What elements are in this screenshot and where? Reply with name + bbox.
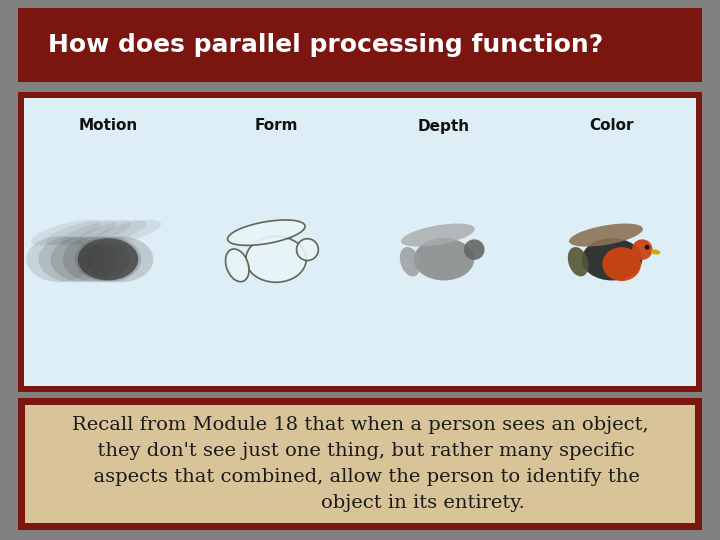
FancyBboxPatch shape bbox=[18, 8, 702, 82]
Ellipse shape bbox=[63, 237, 129, 282]
FancyBboxPatch shape bbox=[25, 405, 695, 523]
Ellipse shape bbox=[603, 247, 641, 281]
Ellipse shape bbox=[401, 224, 475, 247]
Ellipse shape bbox=[569, 224, 643, 247]
Ellipse shape bbox=[464, 239, 485, 260]
Text: Recall from Module 18 that when a person sees an object,
  they don't see just o: Recall from Module 18 that when a person… bbox=[72, 416, 648, 511]
Ellipse shape bbox=[38, 237, 105, 282]
Ellipse shape bbox=[50, 237, 117, 282]
Text: How does parallel processing function?: How does parallel processing function? bbox=[48, 33, 603, 57]
Ellipse shape bbox=[582, 238, 642, 280]
Ellipse shape bbox=[91, 220, 161, 246]
Ellipse shape bbox=[400, 247, 420, 276]
Ellipse shape bbox=[246, 237, 306, 282]
Ellipse shape bbox=[632, 239, 652, 260]
Ellipse shape bbox=[45, 220, 116, 246]
Text: Form: Form bbox=[254, 118, 298, 133]
Text: Motion: Motion bbox=[78, 118, 138, 133]
FancyBboxPatch shape bbox=[24, 98, 696, 386]
Ellipse shape bbox=[644, 245, 649, 249]
Text: Color: Color bbox=[590, 118, 634, 133]
Ellipse shape bbox=[297, 239, 318, 260]
Ellipse shape bbox=[87, 237, 153, 282]
Ellipse shape bbox=[60, 220, 131, 246]
Text: Depth: Depth bbox=[418, 118, 470, 133]
Ellipse shape bbox=[78, 238, 138, 280]
Ellipse shape bbox=[30, 220, 101, 246]
FancyBboxPatch shape bbox=[18, 398, 702, 530]
FancyBboxPatch shape bbox=[18, 92, 702, 392]
Ellipse shape bbox=[76, 220, 146, 246]
Ellipse shape bbox=[225, 249, 249, 282]
Ellipse shape bbox=[27, 237, 93, 282]
Ellipse shape bbox=[651, 249, 660, 254]
Ellipse shape bbox=[568, 247, 588, 276]
Ellipse shape bbox=[75, 237, 141, 282]
Ellipse shape bbox=[228, 220, 305, 245]
Ellipse shape bbox=[414, 238, 474, 280]
